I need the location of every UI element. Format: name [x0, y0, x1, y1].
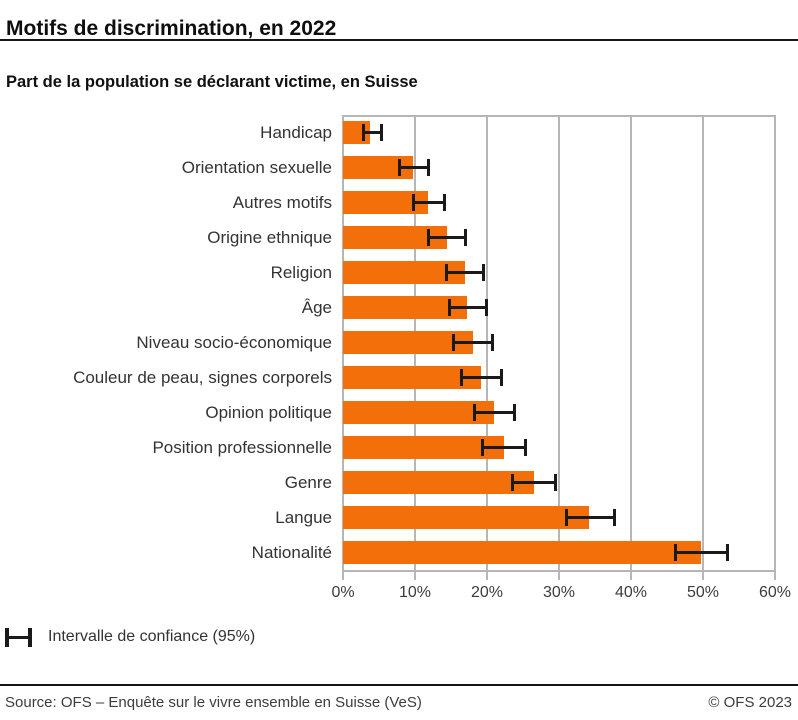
axis-tick-label: 30% — [542, 584, 576, 601]
confidence-interval — [397, 159, 431, 176]
category-label: Orientation sexuelle — [181, 158, 332, 177]
chart-row — [343, 500, 775, 535]
footer-divider — [0, 684, 798, 686]
chart-row — [343, 360, 775, 395]
chart-row — [343, 325, 775, 360]
category-label: Handicap — [260, 123, 332, 142]
bar — [343, 331, 473, 354]
confidence-interval — [445, 264, 485, 281]
axis-tick — [558, 572, 560, 580]
copyright-text: © OFS 2023 — [708, 694, 792, 711]
bar — [343, 541, 701, 564]
gridline — [558, 115, 560, 570]
footer: Source: OFS – Enquête sur le vivre ensem… — [0, 686, 798, 720]
confidence-interval-icon — [5, 627, 32, 647]
bars-layer — [343, 115, 775, 570]
legend-label: Intervalle de confiance (95%) — [48, 628, 256, 645]
category-label: Âge — [301, 298, 332, 317]
confidence-interval — [564, 509, 616, 526]
category-label: Origine ethnique — [207, 228, 332, 247]
bar — [343, 506, 590, 529]
confidence-interval — [674, 544, 729, 561]
gridline — [629, 115, 632, 570]
category-label: Langue — [275, 508, 332, 527]
bar — [343, 471, 534, 494]
chart-row — [343, 185, 775, 220]
axis-tick — [774, 572, 776, 580]
chart-row — [343, 430, 775, 465]
bar — [343, 226, 448, 249]
bar — [343, 296, 467, 319]
bar — [343, 156, 413, 179]
title-divider — [0, 39, 798, 41]
chart-row — [343, 150, 775, 185]
page-title: Motifs de discrimination, en 2022 — [6, 17, 337, 41]
category-label: Position professionnelle — [152, 438, 332, 457]
axis-tick — [413, 572, 416, 580]
axis-tick-label: 40% — [614, 584, 647, 601]
source-text: Source: OFS – Enquête sur le vivre ensem… — [5, 694, 422, 711]
bar — [343, 436, 504, 459]
gridline — [774, 115, 776, 570]
axis-tick-label: 20% — [470, 584, 503, 601]
chart-row — [343, 220, 775, 255]
chart-row — [343, 465, 775, 500]
chart-row — [343, 395, 775, 430]
confidence-interval — [460, 369, 503, 386]
axis-tick-label: 10% — [398, 584, 431, 601]
confidence-interval — [452, 334, 495, 351]
chart-row — [343, 115, 775, 150]
axis-tick — [702, 572, 704, 580]
confidence-interval — [427, 229, 467, 246]
x-axis-line — [342, 570, 776, 572]
axis-tick — [342, 572, 344, 580]
chart-row — [343, 535, 775, 570]
category-label: Nationalité — [251, 543, 332, 562]
axis-tick-label: 50% — [686, 584, 720, 601]
chart-subtitle: Part de la population se déclarant victi… — [6, 73, 418, 91]
confidence-interval — [412, 194, 446, 211]
axis-tick — [485, 572, 488, 580]
axis-tick-label: 60% — [758, 584, 792, 601]
bar — [343, 261, 465, 284]
legend: Intervalle de confiance (95%) — [5, 626, 255, 648]
confidence-interval — [361, 124, 383, 141]
bar — [343, 366, 481, 389]
category-label: Couleur de peau, signes corporels — [73, 368, 332, 387]
chart-row — [343, 255, 775, 290]
confidence-interval — [473, 404, 516, 421]
category-label: Religion — [270, 263, 332, 282]
axis-tick — [629, 572, 632, 580]
chart-row — [343, 290, 775, 325]
bar — [343, 191, 428, 214]
bar — [343, 401, 495, 424]
category-label: Opinion politique — [205, 403, 332, 422]
confidence-interval — [510, 474, 557, 491]
category-label: Niveau socio-économique — [136, 333, 332, 352]
gridline — [702, 115, 704, 570]
confidence-interval — [448, 299, 488, 316]
category-label: Genre — [284, 473, 332, 492]
category-label: Autres motifs — [232, 193, 332, 212]
axis-tick-label: 0% — [331, 584, 355, 601]
confidence-interval — [481, 439, 527, 456]
plot-area — [342, 115, 776, 570]
x-axis: 0% 10% 20% 30% 40% 50% 60% — [331, 570, 791, 610]
